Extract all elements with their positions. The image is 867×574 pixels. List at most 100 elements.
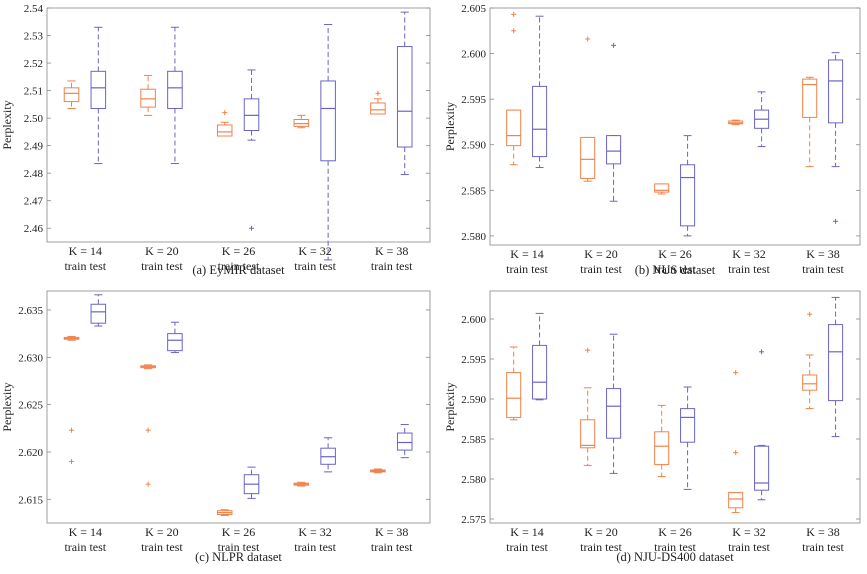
box-train (728, 370, 744, 514)
box-train (370, 90, 386, 115)
box-test (396, 424, 413, 459)
box-test (243, 466, 260, 499)
outlier-point (145, 427, 151, 433)
y-tick-label: 2.615 (18, 494, 43, 506)
box-train (293, 114, 310, 129)
group-k-label: K = 32 (732, 525, 765, 539)
group-sub-label: train test (580, 540, 622, 554)
y-tick-label: 2.585 (461, 434, 486, 446)
y-tick-label: 2.46 (24, 223, 44, 235)
box-test (754, 349, 770, 501)
group-k-label: K = 26 (222, 244, 255, 258)
group-k-label: K = 14 (69, 525, 102, 539)
y-tick-label: 2.625 (18, 400, 43, 412)
box-iqr (532, 85, 548, 158)
box-test (754, 91, 770, 148)
box-test (532, 15, 548, 169)
y-tick-label: 2.47 (24, 196, 44, 208)
box-train (293, 481, 310, 487)
box-train (654, 183, 670, 195)
group-sub-label: train test (506, 262, 548, 276)
plot-frame (46, 7, 431, 243)
group-sub-label: train test (728, 262, 770, 276)
y-tick-label: 2.48 (24, 168, 44, 180)
box-iqr (293, 118, 310, 127)
box-iqr (654, 431, 670, 466)
box-train (63, 335, 80, 464)
y-tick-label: 2.605 (461, 3, 486, 15)
chart-panel-2: 2.580 2.585 2.590 2.595 2.600 2.605 Perplexity… (443, 3, 861, 277)
box-train (506, 346, 522, 421)
group-k-label: K = 20 (145, 525, 178, 539)
group-sub-label: train test (141, 540, 183, 554)
group-sub-label: train test (506, 540, 548, 554)
y-tick-label: 2.620 (18, 447, 43, 459)
y-tick-label: 2.585 (461, 185, 486, 197)
y-tick-label: 2.590 (461, 140, 486, 152)
outlier-point (511, 28, 517, 34)
box-train (63, 80, 80, 109)
y-tick-label: 2.600 (461, 49, 486, 61)
outlier-point (585, 347, 591, 353)
box-iqr (243, 98, 260, 132)
box-test (606, 333, 622, 474)
y-axis-label: Perplexity (0, 382, 14, 431)
group-sub-label: train test (728, 540, 770, 554)
group-sub-label: train test (802, 540, 844, 554)
box-iqr (396, 46, 413, 148)
box-train (802, 76, 818, 168)
outlier-point (759, 349, 765, 355)
box-test (532, 312, 548, 401)
box-iqr (580, 136, 596, 179)
box-iqr (140, 88, 156, 108)
y-tick-label: 2.595 (461, 354, 486, 366)
group-sub-label: train test (371, 540, 413, 554)
group-k-label: K = 38 (806, 247, 839, 261)
y-tick-label: 2.580 (461, 231, 486, 243)
y-axis-label: Perplexity (0, 100, 14, 149)
box-iqr (654, 183, 670, 193)
outlier-point (733, 370, 739, 376)
panel-caption: (d) NJU-DS400 dataset (616, 550, 734, 564)
y-tick-label: 2.595 (461, 94, 486, 106)
box-test (828, 296, 844, 438)
group-k-label: K = 26 (658, 525, 691, 539)
box-train (580, 347, 596, 466)
box-iqr (680, 164, 696, 227)
box-iqr (90, 70, 107, 109)
box-train (370, 468, 386, 474)
group-sub-label: train test (654, 540, 696, 554)
box-iqr (580, 419, 596, 449)
box-iqr (506, 109, 522, 147)
box-test (396, 11, 413, 176)
group-k-label: K = 38 (806, 525, 839, 539)
chart-panel-4: 2.575 2.580 2.585 2.590 2.595 2.600 Perplexity… (443, 290, 861, 564)
box-iqr (606, 135, 622, 165)
group-sub-label: train test (218, 259, 260, 273)
y-tick-label: 2.51 (24, 86, 43, 98)
box-train (728, 119, 744, 126)
y-axis-label: Perplexity (443, 102, 457, 151)
box-iqr (396, 432, 413, 451)
box-iqr (828, 324, 844, 402)
chart-panel-1: 2.46 2.47 2.48 2.49 2.50 2.51 2.52 2.53 2.54 Perp… (0, 3, 431, 277)
group-k-label: K = 14 (510, 525, 543, 539)
box-iqr (370, 102, 386, 115)
y-tick-label: 2.630 (18, 352, 43, 364)
group-k-label: K = 20 (584, 247, 617, 261)
group-sub-label: train test (294, 259, 336, 273)
outlier-point (807, 311, 813, 317)
group-sub-label: train test (580, 262, 622, 276)
group-sub-label: train test (654, 262, 696, 276)
